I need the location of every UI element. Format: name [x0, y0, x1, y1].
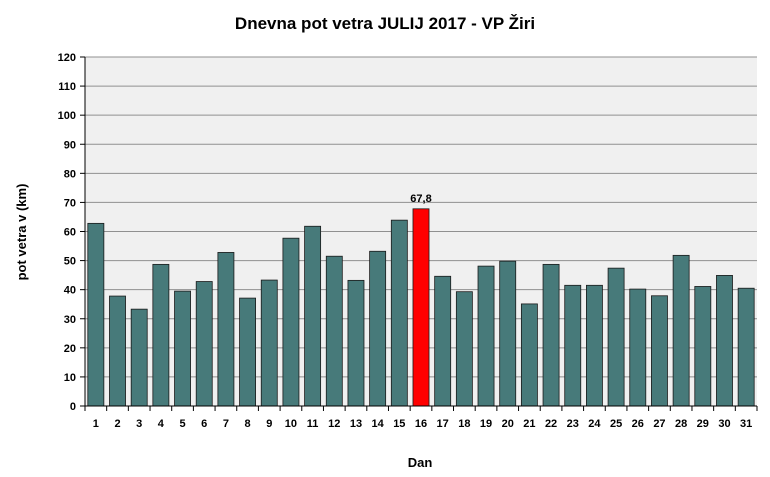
x-tick-label: 20 — [502, 418, 514, 430]
bar — [239, 297, 257, 407]
x-tick-label: 23 — [567, 418, 579, 430]
x-tick-label: 19 — [480, 418, 492, 430]
x-tick-label: 10 — [285, 418, 297, 430]
bar — [369, 250, 387, 407]
y-tick-label: 70 — [64, 197, 76, 209]
x-tick-label: 9 — [266, 418, 272, 430]
x-tick-label: 15 — [393, 418, 405, 430]
bar — [347, 279, 365, 407]
bar — [217, 252, 235, 407]
x-tick-label: 25 — [610, 418, 622, 430]
bar — [109, 295, 126, 407]
bar — [542, 263, 560, 407]
x-tick-label: 24 — [588, 418, 601, 430]
x-tick-label: 13 — [350, 418, 362, 430]
x-tick-label: 4 — [158, 418, 165, 430]
y-tick-label: 90 — [64, 139, 76, 151]
bar — [87, 222, 105, 407]
x-tick-label: 1 — [93, 418, 99, 430]
x-tick-label: 5 — [179, 418, 185, 430]
x-tick-label: 31 — [740, 418, 752, 430]
x-axis-ticks: 1 2 3 4 5 6 7 8 9 10 11 12 13 14 15 16 17 18 19 20 21 22 23 24 2… — [84, 406, 758, 430]
bar — [607, 267, 625, 407]
x-tick-label: 11 — [307, 418, 319, 430]
bar — [477, 265, 495, 407]
y-tick-label: 30 — [64, 314, 76, 326]
y-axis-label: pot vetra v (km) — [14, 184, 29, 281]
bar-highlight — [412, 208, 430, 407]
chart-title: Dnevna pot vetra JULIJ 2017 - VP Žiri — [235, 14, 535, 33]
y-tick-label: 10 — [64, 372, 76, 384]
x-tick-label: 16 — [415, 418, 427, 430]
bar — [260, 279, 278, 407]
x-tick-label: 8 — [245, 418, 251, 430]
x-tick-label: 3 — [136, 418, 142, 430]
bar — [434, 275, 452, 407]
y-tick-label: 60 — [64, 227, 76, 239]
x-tick-label: 28 — [675, 418, 687, 430]
bar — [390, 219, 408, 407]
bar — [629, 288, 647, 407]
bar — [520, 303, 538, 407]
bar — [716, 275, 733, 407]
y-tick-label: 110 — [58, 81, 76, 93]
x-tick-label: 27 — [653, 418, 665, 430]
bar — [694, 286, 712, 407]
x-tick-label: 2 — [114, 418, 120, 430]
bar — [564, 284, 582, 407]
bar — [195, 281, 213, 407]
bar — [282, 237, 300, 407]
y-tick-label: 50 — [64, 256, 76, 268]
x-tick-label: 26 — [632, 418, 644, 430]
x-tick-label: 7 — [223, 418, 229, 430]
x-tick-label: 12 — [328, 418, 340, 430]
data-label: 67,8 — [410, 193, 431, 205]
x-tick-label: 21 — [523, 418, 535, 430]
y-axis-ticks: 0 10 20 30 40 50 60 70 80 90 100 110 120 — [58, 52, 85, 413]
x-tick-label: 22 — [545, 418, 557, 430]
bar — [174, 290, 191, 407]
bar — [325, 255, 343, 407]
bar — [672, 254, 690, 407]
y-tick-label: 120 — [58, 52, 76, 64]
bars — [87, 208, 755, 407]
bar — [651, 295, 668, 407]
x-tick-label: 14 — [372, 418, 385, 430]
x-tick-label: 30 — [718, 418, 730, 430]
y-tick-label: 100 — [58, 110, 76, 122]
y-tick-label: 40 — [64, 285, 76, 297]
bar — [455, 291, 473, 407]
bar — [304, 225, 322, 407]
y-tick-label: 80 — [64, 168, 76, 180]
x-tick-label: 29 — [697, 418, 709, 430]
bar — [152, 263, 170, 407]
bar — [585, 284, 603, 407]
x-tick-label: 17 — [437, 418, 449, 430]
x-tick-label: 18 — [458, 418, 470, 430]
y-tick-label: 20 — [64, 343, 76, 355]
bar — [499, 260, 517, 407]
bar — [130, 308, 148, 407]
bar — [737, 287, 755, 407]
data-labels: 67,8 — [410, 193, 431, 205]
x-axis-label: Dan — [408, 455, 433, 470]
x-tick-label: 6 — [201, 418, 207, 430]
y-tick-label: 0 — [70, 401, 76, 413]
